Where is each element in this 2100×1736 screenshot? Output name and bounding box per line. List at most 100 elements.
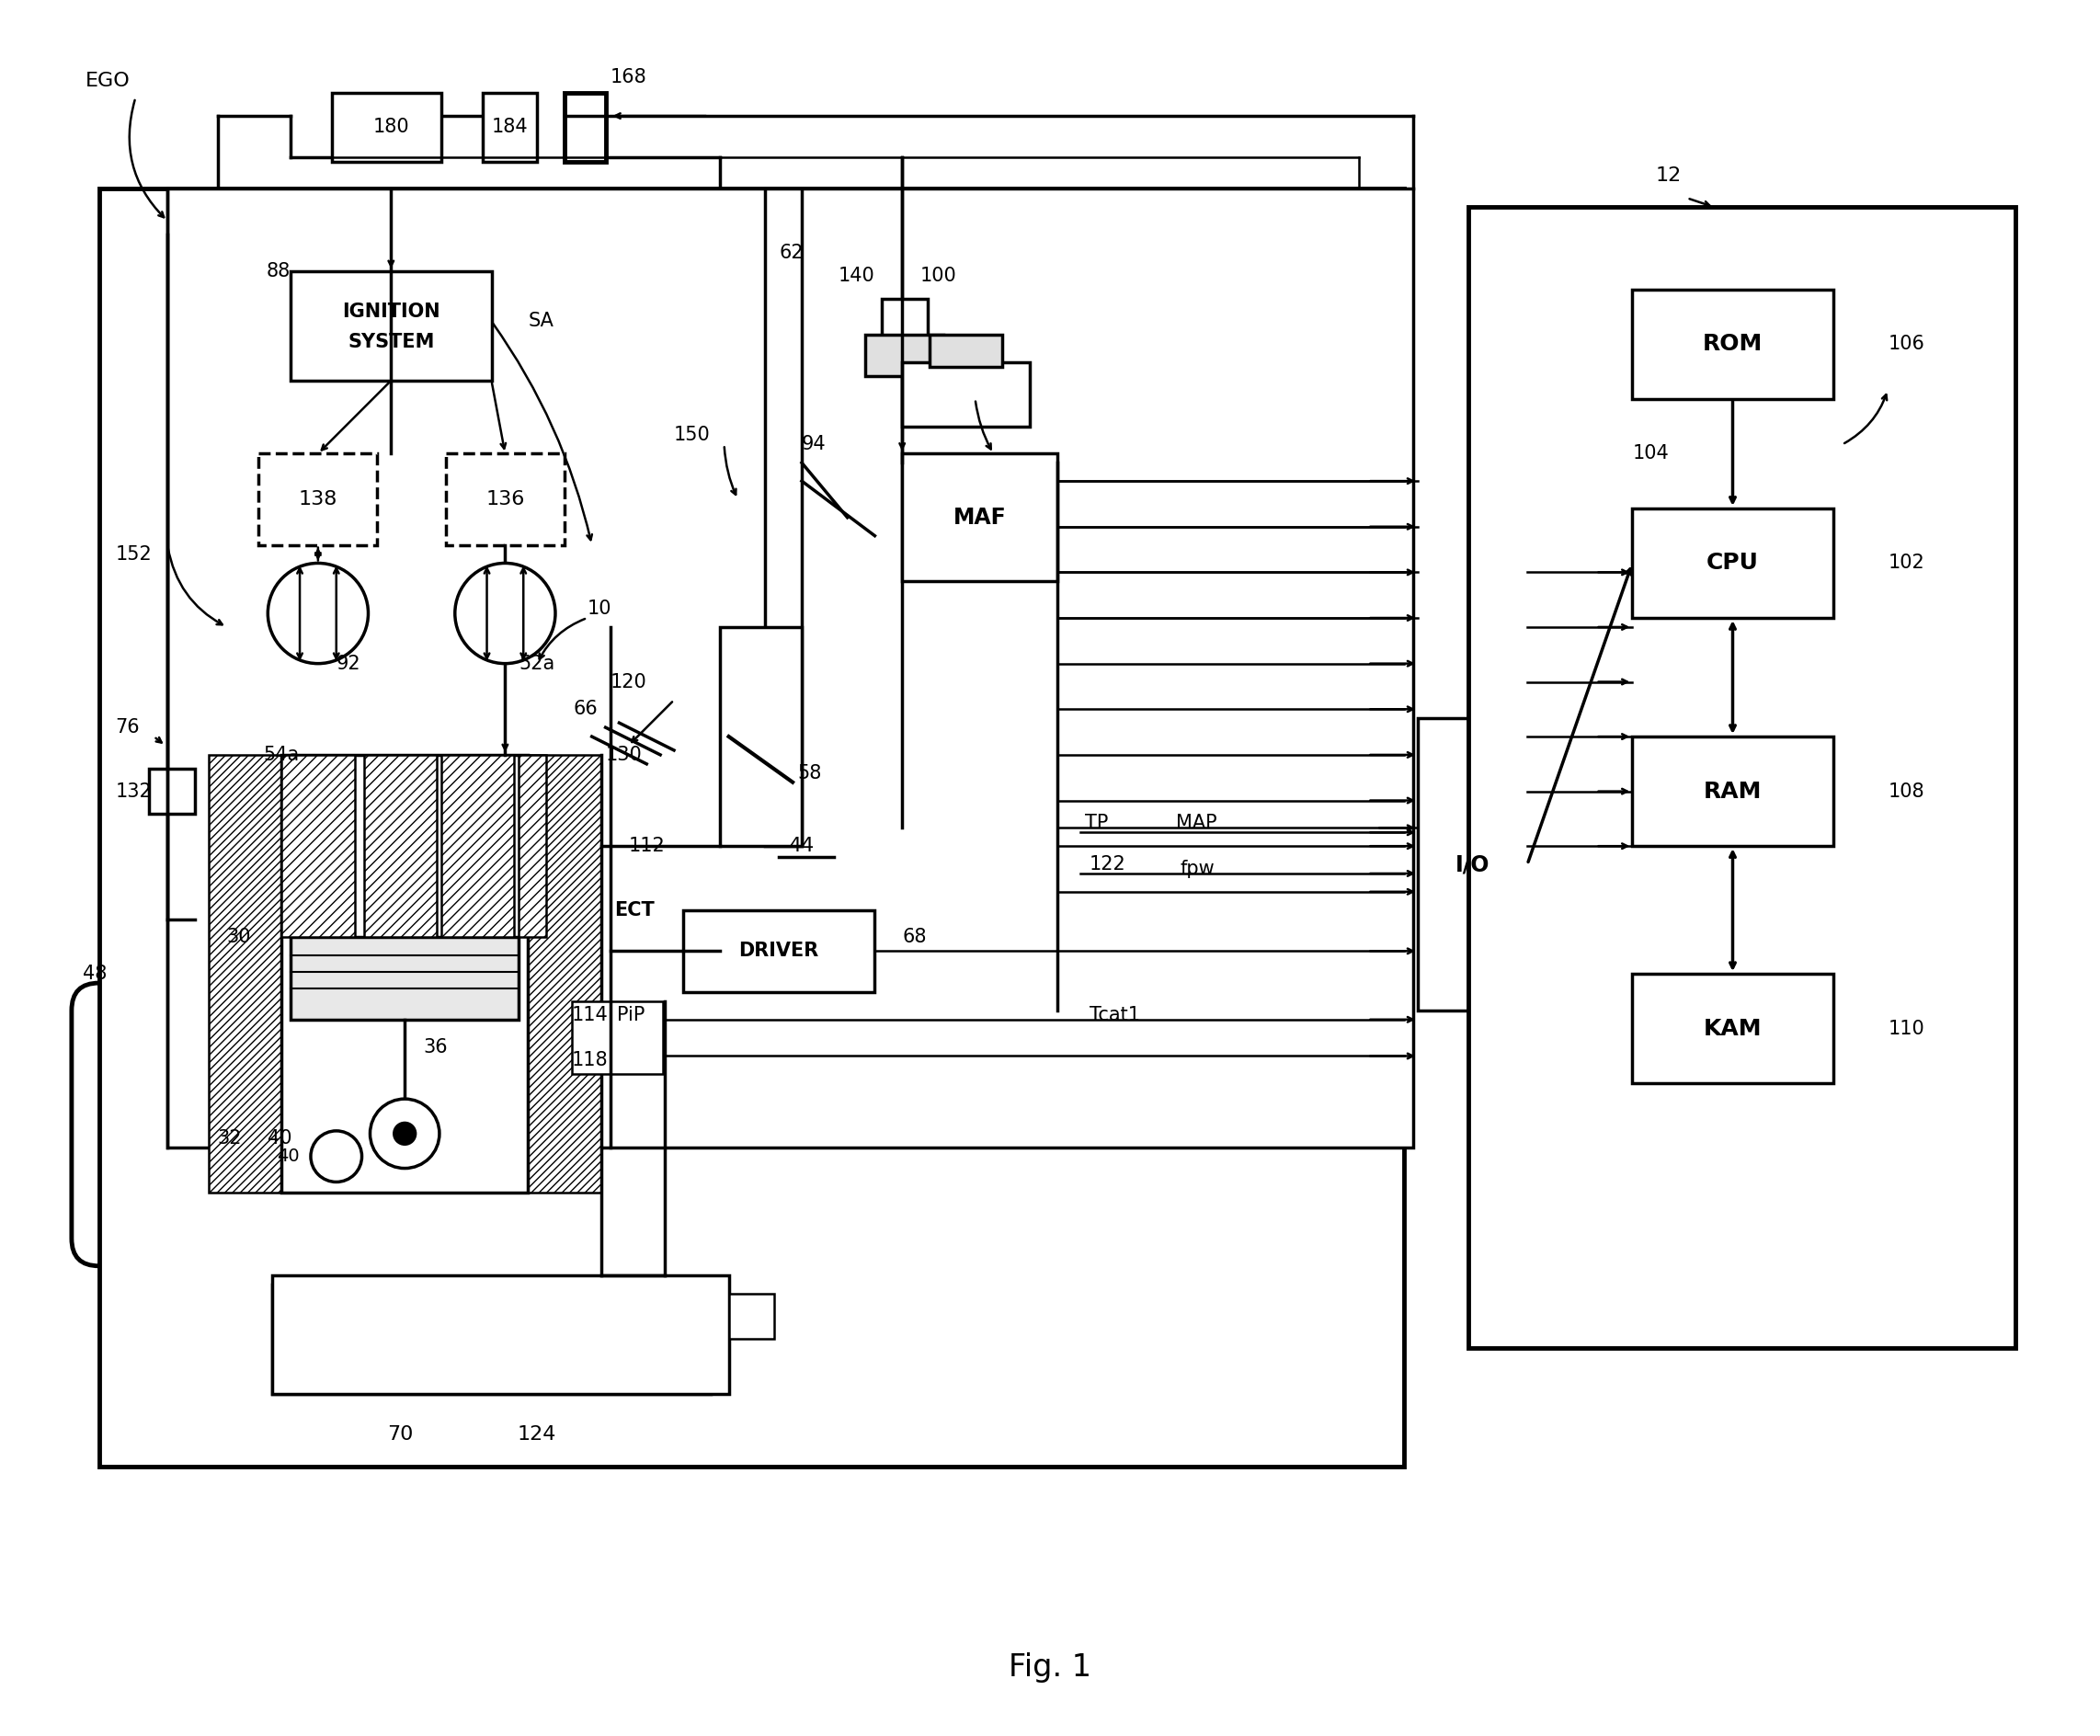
Text: SA: SA — [527, 312, 554, 330]
Bar — [571, 1002, 664, 1075]
Text: 54a: 54a — [262, 746, 300, 764]
Text: Tcat1: Tcat1 — [1090, 1005, 1140, 1024]
Bar — [281, 755, 527, 1193]
Text: MAF: MAF — [953, 507, 1006, 528]
Text: 150: 150 — [674, 425, 710, 444]
Bar — [903, 363, 1029, 427]
Text: 130: 130 — [605, 746, 643, 764]
Bar — [149, 769, 195, 814]
Text: 106: 106 — [1888, 335, 1924, 354]
Bar — [441, 755, 514, 937]
Text: 44: 44 — [790, 837, 815, 856]
Bar — [527, 755, 601, 1193]
Text: 48: 48 — [82, 965, 107, 983]
Text: 100: 100 — [920, 266, 958, 285]
Text: MAP: MAP — [1176, 814, 1218, 833]
Text: 102: 102 — [1888, 554, 1924, 573]
Bar — [1632, 974, 1833, 1083]
Bar — [168, 189, 1413, 1147]
Text: 30: 30 — [227, 929, 252, 946]
Text: 120: 120 — [611, 672, 647, 691]
Bar — [290, 1293, 693, 1385]
Bar — [445, 453, 565, 545]
Text: 168: 168 — [611, 68, 647, 87]
Bar — [332, 94, 441, 161]
Text: 132: 132 — [116, 783, 151, 800]
Text: 66: 66 — [573, 700, 598, 719]
Text: 104: 104 — [1632, 444, 1670, 464]
Bar — [1468, 207, 2016, 1349]
Bar — [208, 755, 281, 1193]
Text: 40: 40 — [269, 1128, 292, 1147]
FancyBboxPatch shape — [113, 1024, 449, 1226]
Bar — [682, 910, 876, 993]
Text: 108: 108 — [1888, 783, 1924, 800]
Text: TP: TP — [1086, 814, 1109, 833]
FancyBboxPatch shape — [71, 983, 491, 1266]
Text: 10: 10 — [588, 599, 611, 618]
Text: 112: 112 — [628, 837, 666, 856]
Bar — [720, 627, 802, 845]
Text: 94: 94 — [802, 436, 825, 453]
Circle shape — [395, 1123, 416, 1144]
Text: 62: 62 — [779, 243, 804, 262]
Text: 136: 136 — [485, 490, 525, 509]
Bar — [273, 1285, 710, 1394]
Circle shape — [269, 562, 368, 663]
Text: 152: 152 — [116, 545, 151, 562]
Text: I/O: I/O — [1455, 854, 1489, 875]
Bar — [1632, 509, 1833, 618]
Text: 52a: 52a — [519, 654, 554, 674]
Bar — [290, 937, 519, 1019]
Bar — [729, 1293, 775, 1338]
Text: 124: 124 — [517, 1425, 557, 1444]
Text: 40: 40 — [277, 1147, 300, 1165]
Text: 70: 70 — [386, 1425, 414, 1444]
Text: 58: 58 — [798, 764, 821, 783]
Text: PiP: PiP — [617, 1005, 645, 1024]
Text: EGO: EGO — [86, 71, 130, 90]
Text: Fig. 1: Fig. 1 — [1008, 1653, 1092, 1682]
Text: 12: 12 — [1655, 167, 1682, 184]
Bar — [882, 299, 928, 372]
Text: 88: 88 — [267, 262, 290, 279]
Text: ECT: ECT — [615, 901, 655, 918]
Bar — [258, 453, 378, 545]
Text: IGNITION: IGNITION — [342, 304, 441, 321]
Text: 118: 118 — [571, 1052, 609, 1069]
Bar — [865, 335, 943, 377]
Text: 184: 184 — [491, 118, 527, 135]
Text: 110: 110 — [1888, 1019, 1924, 1038]
Circle shape — [456, 562, 554, 663]
Text: 68: 68 — [903, 929, 926, 946]
Bar — [483, 94, 538, 161]
Text: DRIVER: DRIVER — [739, 943, 819, 960]
Text: 180: 180 — [374, 118, 410, 135]
Text: fpw: fpw — [1180, 859, 1216, 878]
Bar — [565, 94, 605, 161]
Bar — [99, 189, 1405, 1467]
Bar — [519, 755, 546, 937]
Text: 92: 92 — [336, 654, 361, 674]
Bar — [1632, 290, 1833, 399]
Circle shape — [370, 1099, 439, 1168]
Text: 138: 138 — [298, 490, 338, 509]
Text: SYSTEM: SYSTEM — [349, 333, 435, 351]
Bar — [290, 271, 491, 380]
Circle shape — [311, 1130, 361, 1182]
Bar — [1418, 719, 1527, 1010]
Text: 114: 114 — [571, 1005, 609, 1024]
Text: CPU: CPU — [1707, 552, 1760, 575]
Text: RAM: RAM — [1703, 779, 1762, 802]
Bar — [1632, 736, 1833, 845]
Text: ROM: ROM — [1703, 333, 1762, 356]
Bar — [903, 453, 1056, 582]
Bar — [281, 755, 355, 937]
Bar — [930, 335, 1002, 366]
Text: KAM: KAM — [1703, 1017, 1762, 1040]
Bar — [363, 755, 437, 937]
Bar — [764, 189, 802, 845]
Text: 76: 76 — [116, 719, 141, 736]
Text: 32: 32 — [218, 1128, 242, 1147]
Bar — [273, 1274, 729, 1394]
